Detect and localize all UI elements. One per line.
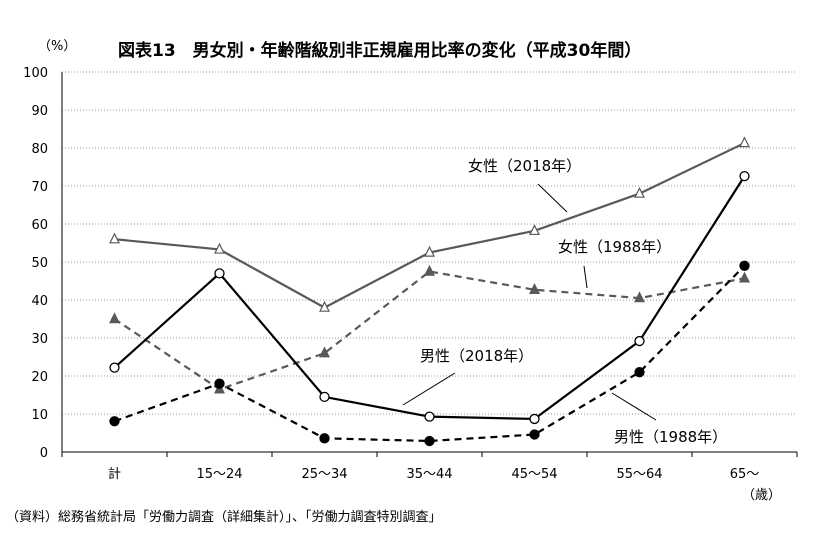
data-point: [109, 232, 120, 244]
data-point: [214, 268, 225, 279]
y-tick-label: 0: [40, 446, 48, 461]
y-tick-label: 50: [31, 256, 48, 271]
data-point: [109, 416, 120, 427]
y-tick-label: 70: [31, 180, 48, 195]
label-leader-line: [611, 392, 657, 421]
data-point: [634, 335, 645, 347]
y-axis-unit: （%）: [38, 39, 76, 54]
series-label: 男性（2018年）: [420, 347, 533, 365]
data-point: [529, 413, 540, 425]
series-layer: [109, 136, 750, 447]
y-tick-label: 20: [31, 370, 48, 385]
data-point: [529, 429, 540, 440]
data-point: [739, 271, 750, 283]
chart-title: 図表13 男女別・年齢階級別非正規雇用比率の変化（平成30年間）: [118, 40, 641, 61]
x-tick-label: 25～34: [301, 467, 347, 482]
series-label: 男性（1988年）: [614, 428, 727, 446]
y-tick-label: 30: [31, 332, 48, 347]
data-point: [424, 264, 435, 276]
data-point: [214, 242, 225, 254]
data-point: [634, 186, 645, 198]
data-point: [529, 224, 540, 236]
data-point: [319, 433, 330, 444]
x-axis-unit: （歳）: [742, 488, 781, 503]
series-labels: 女性（2018年） 女性（1988年） 男性（2018年） 男性（1988年）: [402, 157, 727, 446]
x-tick-label: 45～54: [511, 467, 557, 482]
y-tick-label: 60: [31, 218, 48, 233]
data-point: [109, 362, 120, 373]
data-point: [424, 245, 435, 257]
data-point: [634, 291, 645, 303]
label-leader-line: [402, 372, 456, 406]
series-line: [113, 270, 745, 391]
data-point: [109, 312, 120, 324]
label-leader-line: [537, 183, 568, 213]
y-tick-label: 10: [31, 408, 48, 423]
x-tick-label: 35～44: [406, 467, 452, 482]
x-tick-label: 計: [108, 466, 121, 482]
x-tick-label: 55～64: [616, 467, 662, 482]
grid-lines: [62, 71, 797, 415]
data-point: [739, 136, 750, 148]
y-tick-label: 80: [31, 142, 48, 157]
x-tick-label: 15～24: [196, 467, 242, 482]
y-tick-label: 100: [23, 66, 48, 81]
data-point: [634, 367, 645, 378]
series-label: 女性（1988年）: [558, 238, 671, 256]
data-point: [739, 170, 750, 182]
y-tick-label: 90: [31, 104, 48, 119]
y-tick-label: 40: [31, 294, 48, 309]
data-point: [424, 435, 435, 447]
data-point: [529, 282, 540, 294]
data-point: [319, 300, 330, 312]
data-point: [214, 378, 225, 389]
x-tick-label: 65～: [730, 467, 760, 482]
data-point: [424, 411, 435, 422]
data-point: [739, 260, 750, 271]
axes: 0 10 20 30 40 50 60 70 80 90 100 計 15～24 25～34 35～44 45…: [23, 66, 798, 482]
label-leader-line: [583, 265, 588, 289]
data-point: [319, 391, 330, 403]
data-point: [319, 346, 330, 358]
source-note: （資料）総務省統計局「労働力調査（詳細集計）」、「労働力調査特別調査」: [6, 509, 442, 525]
series-label: 女性（2018年）: [468, 157, 581, 175]
